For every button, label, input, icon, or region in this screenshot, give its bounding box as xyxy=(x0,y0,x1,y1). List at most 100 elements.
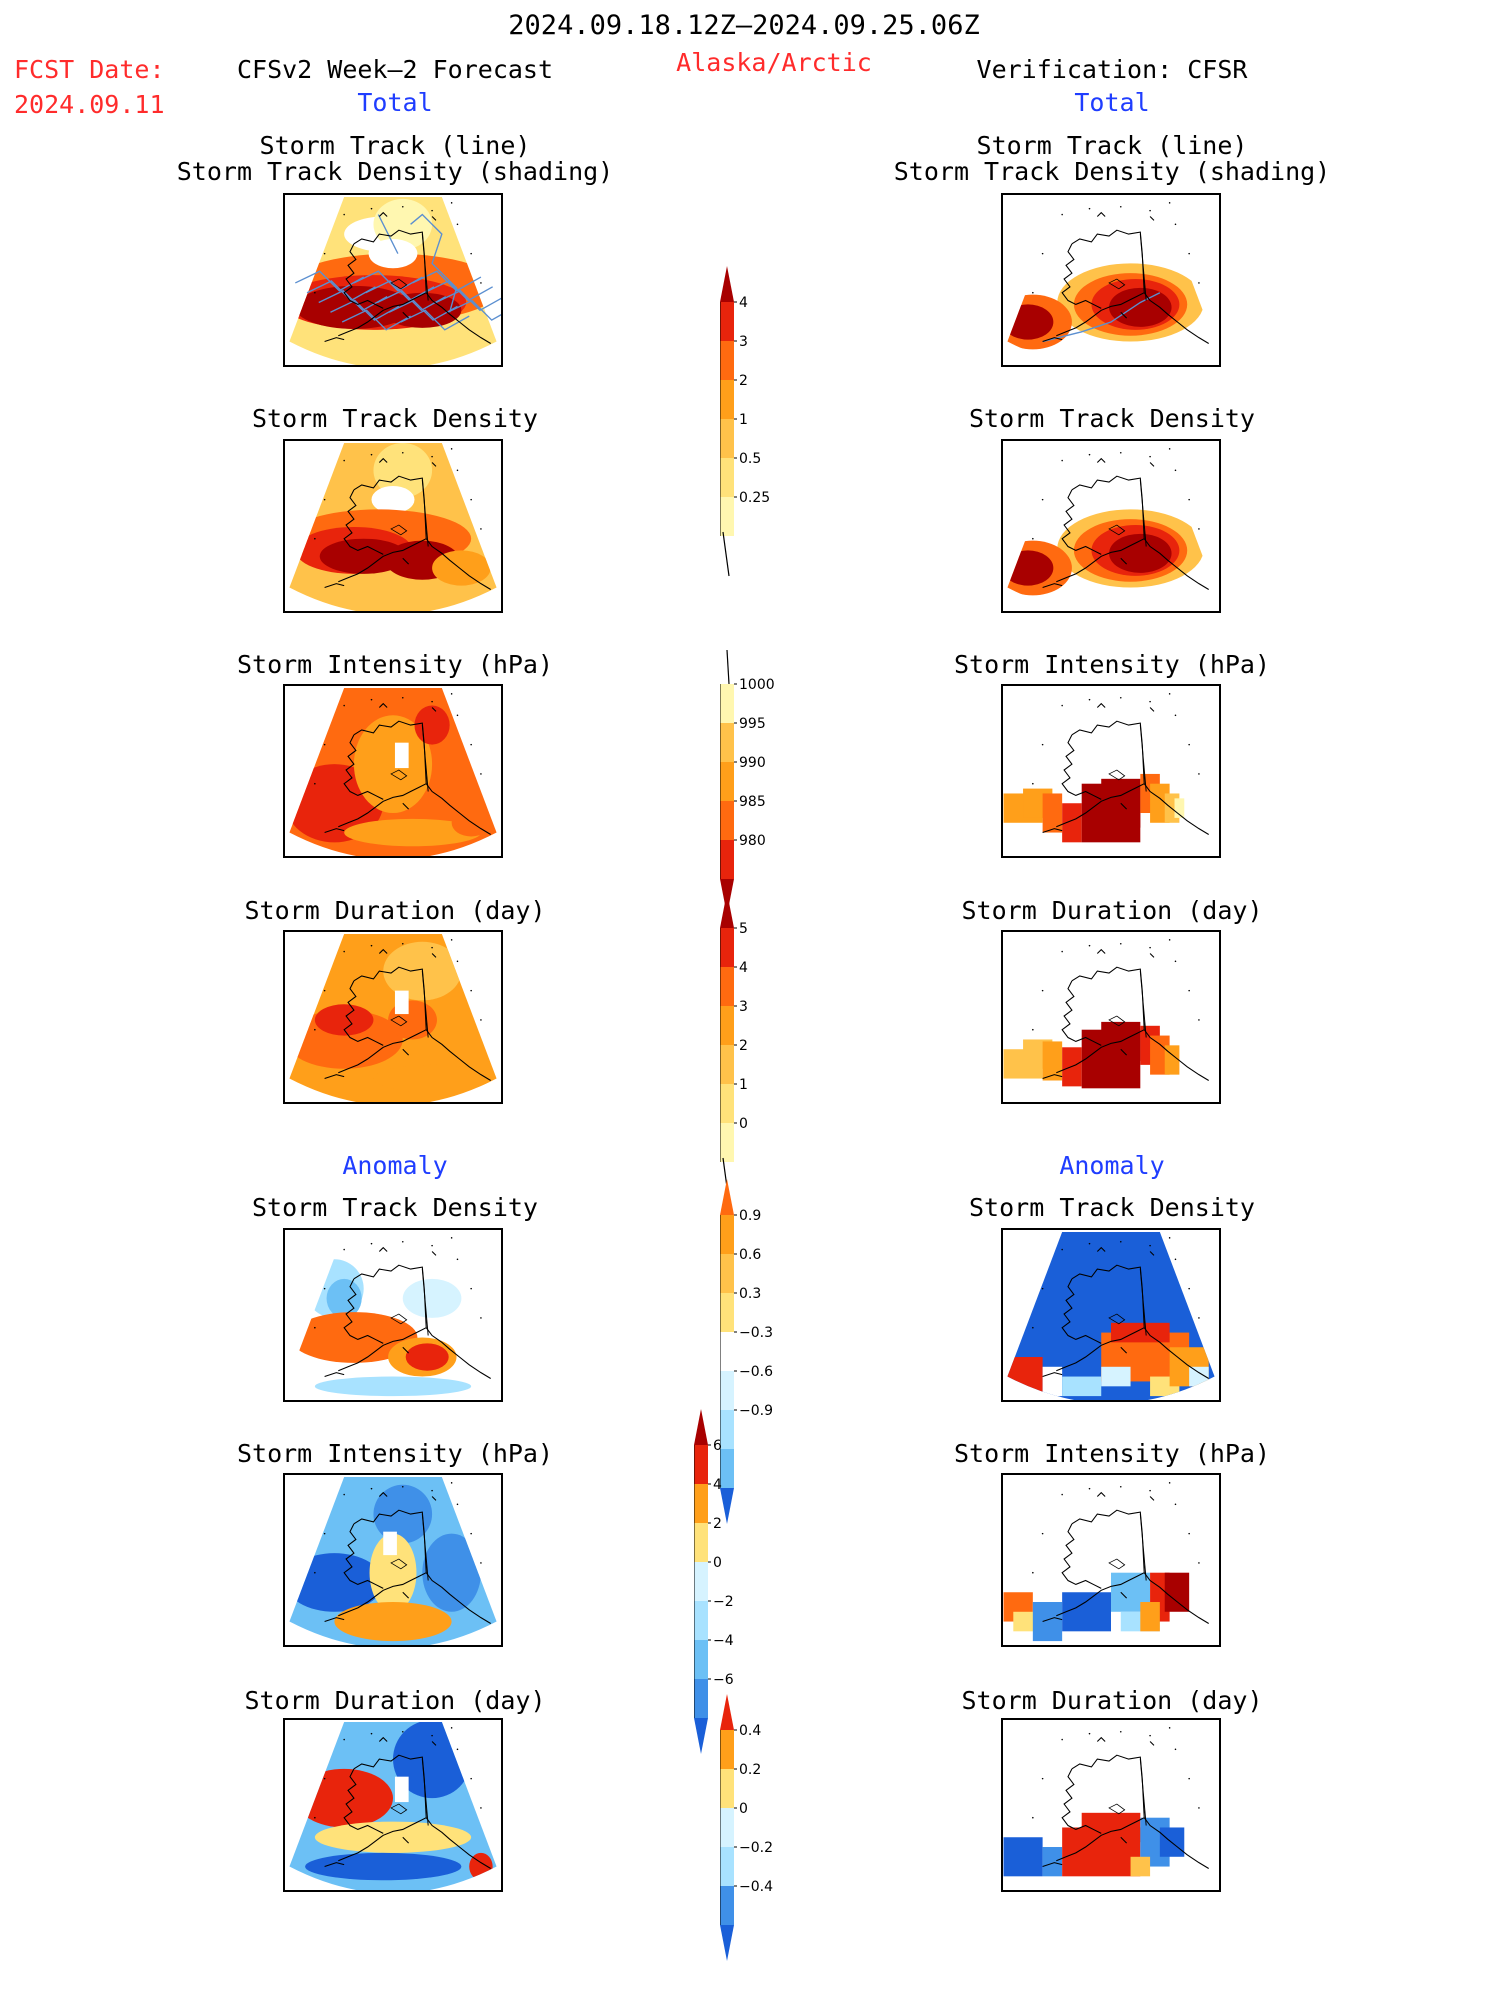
period-title: 2024.09.18.12Z–2024.09.25.06Z xyxy=(508,10,980,41)
colorbar-swatch xyxy=(720,1084,734,1123)
right-intensity-title: Storm Intensity (hPa) xyxy=(953,650,1271,679)
anomaly-right-label: Anomaly xyxy=(1059,1151,1165,1180)
colorbar-swatch xyxy=(720,1254,734,1293)
colorbar-tick-label: −4 xyxy=(713,1633,734,1649)
colorbar-tick-label: 0.4 xyxy=(739,1723,761,1739)
right-anom-duration-title: Storm Duration (day) xyxy=(961,1686,1263,1715)
colorbar-swatch xyxy=(694,1484,708,1523)
colorbar-tick-label: 4 xyxy=(713,1477,722,1493)
colorbar-swatch xyxy=(694,1523,708,1562)
colorbar-tick-label: 985 xyxy=(739,794,766,810)
right-track-line-title: Storm Track (line) xyxy=(976,131,1248,160)
right-density-title: Storm Track Density xyxy=(969,404,1255,433)
colorbar-swatch xyxy=(720,1332,734,1371)
colorbar-swatch xyxy=(720,302,734,341)
map-verif-intensity xyxy=(1001,684,1221,858)
colorbar-tick-label: 0.3 xyxy=(739,1286,761,1302)
colorbar-intensity-anom: 6 4 2 0 −2 −4 −6 xyxy=(693,1405,784,1804)
map-forecast-track xyxy=(283,193,503,367)
colorbar-tick-label: −0.4 xyxy=(739,1879,773,1895)
colorbar-swatch xyxy=(720,684,734,723)
colorbar-tick-label: 2 xyxy=(739,1038,748,1054)
colorbar-swatch xyxy=(720,967,734,1006)
colorbar-tick-label: 0 xyxy=(713,1555,722,1571)
colorbar-swatch xyxy=(720,1045,734,1084)
map-verif-duration xyxy=(1001,930,1221,1104)
colorbar-swatch xyxy=(720,840,734,879)
colorbar-arrow-up xyxy=(720,266,734,302)
anomaly-left-label: Anomaly xyxy=(342,1151,448,1180)
colorbar-tick-label: 0.25 xyxy=(739,490,770,506)
colorbar-tick-label: −0.2 xyxy=(739,1840,773,1856)
map-forecast-anom-intensity xyxy=(283,1473,503,1647)
colorbar-tick-label: −2 xyxy=(713,1594,734,1610)
colorbar-swatch xyxy=(720,1449,734,1488)
colorbar-swatch xyxy=(720,1886,734,1925)
colorbar-tick-label: 1 xyxy=(739,412,748,428)
right-duration-title: Storm Duration (day) xyxy=(961,896,1263,925)
map-verif-track xyxy=(1001,193,1221,367)
colorbar-swatch xyxy=(720,723,734,762)
colorbar-swatch xyxy=(720,1730,734,1769)
colorbar-swatch xyxy=(720,1847,734,1886)
colorbar-duration-anom: 0.4 0.2 0 −0.2 −0.4 xyxy=(719,1690,810,2011)
colorbar-swatch xyxy=(694,1679,708,1718)
colorbar-tick-label: 2 xyxy=(713,1516,722,1532)
map-verif-anom-density xyxy=(1001,1228,1221,1402)
colorbar-density-total: 4 3 2 1 0.5 0.25 xyxy=(719,262,810,586)
colorbar-density-anom: 0.9 0.6 0.3 −0.3 −0.6 −0.9 xyxy=(719,1175,810,1574)
colorbar-tick-label: 980 xyxy=(739,833,766,849)
right-anom-density-title: Storm Track Density xyxy=(969,1193,1255,1222)
colorbar-swatch xyxy=(720,419,734,458)
colorbar-arrow-down xyxy=(720,1925,734,1961)
colorbar-tick-label: 5 xyxy=(739,921,748,937)
right-track-shading-title: Storm Track Density (shading) xyxy=(893,157,1331,186)
colorbar-swatch xyxy=(694,1601,708,1640)
map-forecast-density xyxy=(283,439,503,613)
colorbar-tick-label: 0 xyxy=(739,1116,748,1132)
map-forecast-intensity xyxy=(283,684,503,858)
colorbar-arrow-up xyxy=(694,1409,708,1445)
left-anom-duration-title: Storm Duration (day) xyxy=(244,1686,546,1715)
colorbar-tick-label: −6 xyxy=(713,1672,734,1688)
colorbar-arrow-up xyxy=(720,1179,734,1215)
colorbar-swatch xyxy=(720,1006,734,1045)
fcst-date: 2024.09.11 xyxy=(14,90,165,119)
colorbar-intensity-total: 1000 995 990 985 980 xyxy=(719,646,810,931)
colorbar-swatch xyxy=(720,1215,734,1254)
colorbar-tick-label: 0.2 xyxy=(739,1762,761,1778)
colorbar-tick-label: 1 xyxy=(739,1077,748,1093)
colorbar-tick-label: 0 xyxy=(739,1801,748,1817)
colorbar-swatch xyxy=(720,341,734,380)
forecast-title: CFSv2 Week–2 Forecast xyxy=(236,55,554,84)
colorbar-swatch xyxy=(694,1640,708,1679)
left-density-title: Storm Track Density xyxy=(252,404,538,433)
map-forecast-anom-duration xyxy=(283,1718,503,1892)
colorbar-tick-label: −0.3 xyxy=(739,1325,773,1341)
colorbar-tick-label: 4 xyxy=(739,960,748,976)
colorbar-tick-label: 0.9 xyxy=(739,1208,761,1224)
colorbar-tick-label: 3 xyxy=(739,334,748,350)
map-verif-density xyxy=(1001,439,1221,613)
left-track-shading-title: Storm Track Density (shading) xyxy=(176,157,614,186)
verification-title: Verification: CFSR xyxy=(976,55,1248,84)
colorbar-swatch xyxy=(720,1769,734,1808)
left-duration-title: Storm Duration (day) xyxy=(244,896,546,925)
colorbar-swatch xyxy=(694,1445,708,1484)
colorbar-swatch xyxy=(720,1808,734,1847)
colorbar-arrow-down xyxy=(720,1488,734,1524)
colorbar-swatch xyxy=(720,801,734,840)
colorbar-swatch xyxy=(720,1410,734,1449)
colorbar-tick-label: 1000 xyxy=(739,677,775,693)
colorbar-tick-label: 3 xyxy=(739,999,748,1015)
total-right-label: Total xyxy=(1074,88,1150,117)
colorbar-tick-label: −0.9 xyxy=(739,1403,773,1419)
total-left-label: Total xyxy=(357,88,433,117)
map-forecast-anom-density xyxy=(283,1228,503,1402)
colorbar-tick-label: −0.6 xyxy=(739,1364,773,1380)
colorbar-swatch xyxy=(720,458,734,497)
left-track-line-title: Storm Track (line) xyxy=(259,131,531,160)
colorbar-tick-label: 6 xyxy=(713,1438,722,1454)
colorbar-tick-label: 0.6 xyxy=(739,1247,761,1263)
colorbar-tick-label: 995 xyxy=(739,716,766,732)
